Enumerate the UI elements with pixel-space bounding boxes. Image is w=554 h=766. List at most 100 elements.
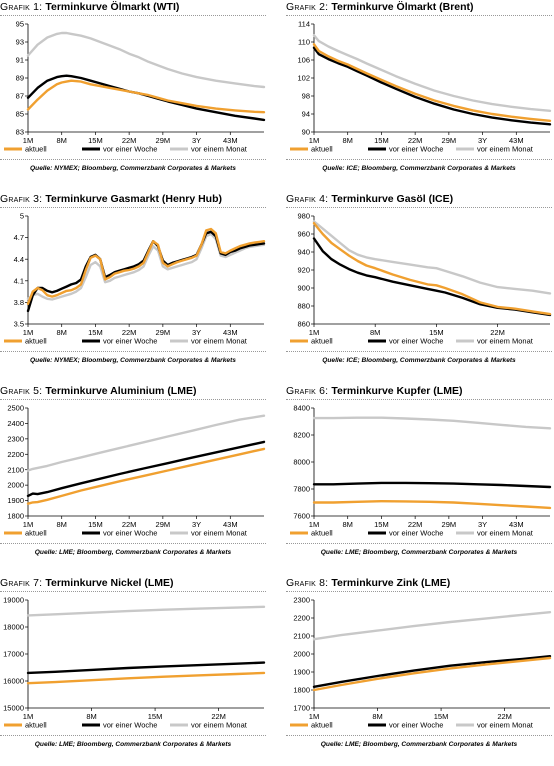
x-tick-label: 8M	[57, 136, 67, 145]
x-tick-label: 1M	[309, 520, 319, 529]
x-tick-label: 22M	[408, 520, 423, 529]
legend-label: aktuell	[311, 145, 333, 154]
y-tick-label: 91	[16, 56, 24, 65]
y-tick-label: 4.4	[14, 255, 24, 264]
divider	[0, 543, 266, 544]
x-tick-label: 8M	[343, 520, 353, 529]
y-tick-label: 2100	[293, 632, 310, 641]
legend-label: vor einem Monat	[477, 145, 534, 154]
source-note: Quelle: NYMEX; Bloomberg, Commerzbank Co…	[30, 165, 236, 172]
chart-number: Grafik 1:	[0, 1, 46, 13]
x-tick-label: 1M	[309, 712, 319, 721]
x-tick-label: 3Y	[192, 520, 201, 529]
y-tick-label: 1800	[7, 512, 24, 521]
divider	[0, 591, 266, 592]
series-line-3	[26, 605, 266, 617]
legend-label: aktuell	[25, 721, 47, 730]
x-tick-label: 15M	[374, 136, 389, 145]
divider	[286, 735, 552, 736]
legend-label: vor einer Woche	[389, 721, 443, 730]
y-tick-label: 5	[20, 212, 24, 221]
chart-title: Grafik 5: Terminkurve Aluminium (LME)	[0, 384, 266, 398]
divider	[0, 159, 266, 160]
chart-title: Grafik 6: Terminkurve Kupfer (LME)	[286, 384, 552, 398]
x-tick-label: 3Y	[192, 328, 201, 337]
series-line-2	[26, 230, 266, 313]
source-note: Quelle: LME; Bloomberg, Commerzbank Corp…	[34, 549, 232, 556]
y-tick-label: 900	[297, 284, 310, 293]
chart-title-text: Terminkurve Zink (LME)	[331, 577, 451, 589]
y-tick-label: 7600	[293, 512, 310, 521]
chart-panel-5: Grafik 5: Terminkurve Aluminium (LME) 180…	[0, 384, 266, 572]
chart-number: Grafik 5:	[0, 385, 46, 397]
x-tick-label: 15M	[434, 712, 449, 721]
x-tick-label: 43M	[509, 520, 524, 529]
divider	[286, 15, 552, 16]
series-line-1	[312, 221, 552, 316]
legend-label: vor einem Monat	[191, 529, 248, 538]
x-tick-label: 3Y	[192, 136, 201, 145]
series-line-3	[26, 31, 266, 89]
x-tick-label: 22M	[497, 712, 512, 721]
series-line-3	[312, 34, 552, 113]
y-tick-label: 98	[302, 92, 310, 101]
y-tick-label: 95	[16, 20, 24, 29]
chart-number: Grafik 2:	[286, 1, 332, 13]
chart-svg: 1800 1900 2000 2100 2200 2300 2400 2500 1M 8M 15M 2…	[4, 404, 266, 538]
y-tick-label: 880	[297, 302, 310, 311]
chart-panel-8: Grafik 8: Terminkurve Zink (LME) 1700 1800…	[286, 576, 552, 764]
y-tick-label: 106	[297, 56, 310, 65]
source-note: Quelle: ICE; Bloomberg, Commerzbank Corp…	[322, 165, 516, 172]
series-line-1	[312, 43, 552, 123]
chart-title-text: Terminkurve Nickel (LME)	[45, 577, 174, 589]
y-tick-label: 2000	[293, 650, 310, 659]
y-tick-label: 2500	[7, 404, 24, 413]
legend-label: aktuell	[25, 529, 47, 538]
y-tick-label: 1700	[293, 704, 310, 713]
y-tick-label: 89	[16, 74, 24, 83]
legend-label: vor einer Woche	[103, 145, 157, 154]
x-tick-label: 8M	[343, 136, 353, 145]
y-tick-label: 2200	[7, 450, 24, 459]
series-line-1	[26, 79, 266, 114]
series-line-2	[26, 440, 266, 498]
x-tick-label: 22M	[490, 328, 505, 337]
y-tick-label: 8400	[293, 404, 310, 413]
divider	[286, 351, 552, 352]
chart-title: Grafik 7: Terminkurve Nickel (LME)	[0, 576, 266, 590]
legend-label: vor einer Woche	[389, 529, 443, 538]
series-line-1	[312, 499, 552, 510]
y-tick-label: 3.5	[14, 320, 24, 329]
x-tick-label: 8M	[86, 712, 96, 721]
chart-title-text: Terminkurve Gasöl (ICE)	[331, 193, 454, 205]
y-tick-label: 860	[297, 320, 310, 329]
x-tick-label: 22M	[211, 712, 226, 721]
divider	[286, 591, 552, 592]
y-tick-label: 16000	[3, 677, 24, 686]
x-tick-label: 29M	[442, 520, 457, 529]
chart-svg: 3.5 3.8 4.1 4.4 4.7 5 1M 8M 15M 22M 29M 3Y 43M aktuel…	[4, 212, 266, 346]
chart-svg: 83 85 87 89 91 93 95 1M 8M 15M 22M 29M 3Y 43M aktuell v…	[4, 20, 266, 154]
chart-panel-3: Grafik 3: Terminkurve Gasmarkt (Henry Hu…	[0, 192, 266, 380]
divider	[0, 15, 266, 16]
source-note: Quelle: NYMEX; Bloomberg, Commerzbank Co…	[30, 357, 236, 364]
x-tick-label: 29M	[442, 136, 457, 145]
legend-label: vor einem Monat	[477, 337, 534, 346]
x-tick-label: 8M	[370, 328, 380, 337]
series-line-2	[312, 46, 552, 126]
y-tick-label: 960	[297, 230, 310, 239]
divider	[0, 207, 266, 208]
y-tick-label: 1900	[7, 496, 24, 505]
y-tick-label: 8000	[293, 458, 310, 467]
legend-label: vor einem Monat	[191, 145, 248, 154]
x-tick-label: 22M	[408, 136, 423, 145]
chart-svg: 1700 1800 1900 2000 2100 2200 2300 1M 8M 15M 22M ak…	[290, 596, 552, 730]
y-tick-label: 1800	[293, 686, 310, 695]
legend-label: aktuell	[25, 337, 47, 346]
x-tick-label: 15M	[88, 520, 103, 529]
legend-label: vor einem Monat	[477, 529, 534, 538]
chart-panel-1: Grafik 1: Terminkurve Ölmarkt (WTI) 83 85 8…	[0, 0, 266, 188]
x-tick-label: 1M	[23, 136, 33, 145]
legend-label: aktuell	[311, 529, 333, 538]
series-line-1	[312, 656, 552, 692]
